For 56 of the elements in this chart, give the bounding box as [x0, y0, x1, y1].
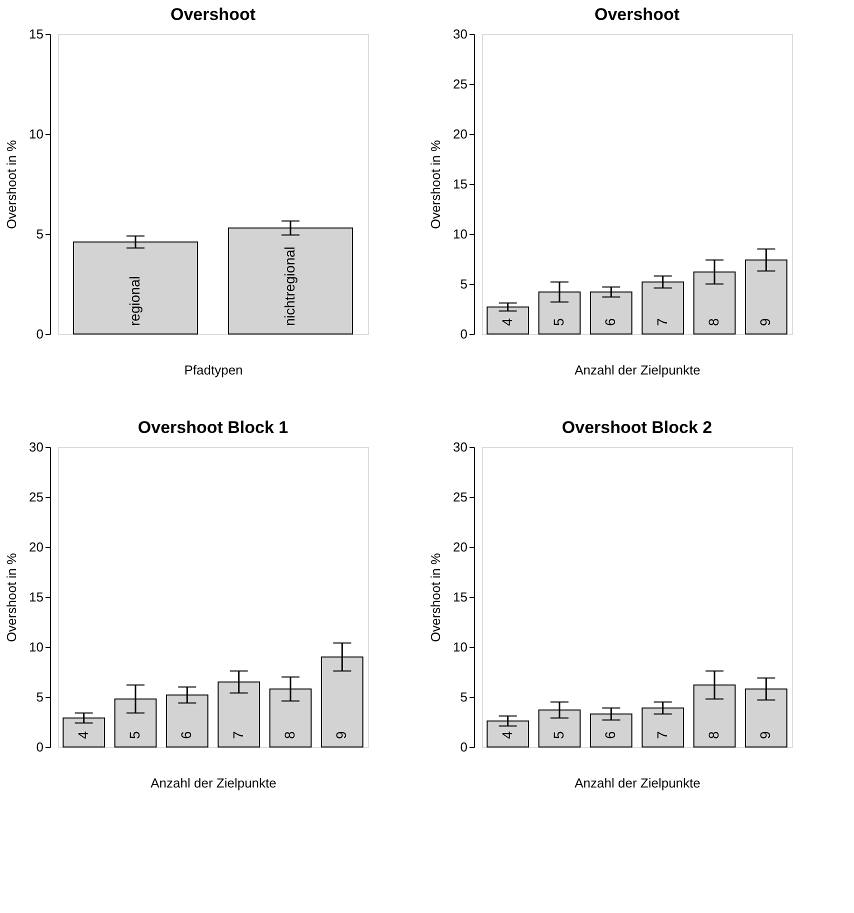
x-tick-label: 7: [230, 731, 246, 739]
y-tick-label: 30: [453, 26, 468, 42]
y-tick-label: 25: [29, 490, 44, 504]
x-tick-label: 5: [550, 318, 566, 326]
x-tick-label: 7: [654, 731, 670, 739]
x-tick-label: nichtregional: [282, 246, 298, 326]
x-tick-label: 5: [126, 731, 142, 739]
y-tick-label: 20: [453, 540, 468, 554]
y-tick-label: 10: [29, 640, 44, 654]
x-tick-label: 5: [550, 731, 566, 739]
x-tick-label: regional: [126, 276, 142, 326]
y-tick-label: 15: [453, 176, 468, 192]
x-tick-label: 4: [498, 318, 515, 326]
x-tick-label: 4: [498, 731, 515, 739]
x-tick-label: 4: [74, 731, 91, 739]
y-tick-label: 10: [453, 226, 468, 242]
y-tick-label: 25: [453, 76, 468, 92]
y-tick-label: 15: [29, 26, 44, 42]
y-tick-label: 5: [36, 690, 44, 704]
y-axis-title: Overshoot in %: [428, 140, 444, 229]
y-tick-label: 0: [36, 326, 44, 342]
chart-title: Overshoot Block 1: [138, 418, 288, 437]
x-tick-label: 6: [178, 731, 194, 739]
x-tick-label: 8: [706, 318, 722, 326]
y-tick-label: 0: [460, 740, 468, 754]
x-tick-label: 8: [282, 731, 298, 739]
y-tick-label: 0: [460, 326, 468, 342]
y-tick-label: 15: [29, 590, 44, 604]
y-tick-label: 30: [29, 440, 44, 454]
y-tick-label: 30: [453, 440, 468, 454]
x-tick-label: 9: [757, 731, 774, 739]
y-tick-label: 20: [29, 540, 44, 554]
y-tick-label: 20: [453, 126, 468, 142]
y-tick-label: 10: [29, 126, 44, 142]
y-tick-label: 10: [453, 640, 468, 654]
x-tick-label: 9: [333, 731, 350, 739]
y-tick-label: 5: [36, 226, 44, 242]
y-tick-label: 5: [460, 690, 468, 704]
y-axis-title: Overshoot in %: [4, 140, 20, 229]
y-tick-label: 15: [453, 590, 468, 604]
x-axis-title: Anzahl der Zielpunkte: [150, 776, 276, 790]
x-axis-title: Pfadtypen: [184, 362, 243, 378]
y-axis-title: Overshoot in %: [4, 552, 20, 642]
chart-title: Overshoot: [170, 5, 256, 24]
y-tick-label: 0: [36, 740, 44, 754]
y-tick-label: 25: [453, 490, 468, 504]
x-tick-label: 6: [602, 318, 618, 326]
y-axis-title: Overshoot in %: [428, 552, 444, 642]
x-axis-title: Anzahl der Zielpunkte: [574, 776, 700, 790]
x-tick-label: 6: [602, 731, 618, 739]
x-axis-title: Anzahl der Zielpunkte: [574, 362, 700, 378]
chart-title: Overshoot Block 2: [562, 418, 712, 437]
x-tick-label: 7: [654, 318, 670, 326]
chart-title: Overshoot: [594, 5, 680, 24]
x-tick-label: 8: [706, 731, 722, 739]
x-tick-label: 9: [757, 318, 774, 326]
